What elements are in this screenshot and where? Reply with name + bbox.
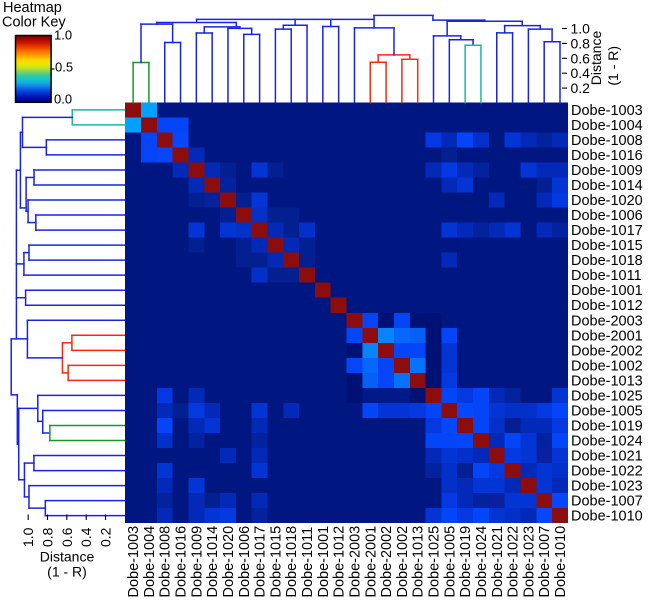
svg-text:0.0: 0.0 [54, 92, 72, 107]
svg-text:Dobe-1001: Dobe-1001 [316, 526, 332, 598]
svg-text:Dobe-1020: Dobe-1020 [571, 193, 643, 209]
svg-text:Color Key: Color Key [2, 15, 66, 31]
svg-text:Dobe-1011: Dobe-1011 [300, 527, 316, 598]
svg-text:Distance: Distance [588, 31, 604, 86]
svg-text:0.6: 0.6 [571, 50, 591, 66]
svg-text:Dobe-1014: Dobe-1014 [571, 178, 643, 194]
svg-text:Distance: Distance [40, 549, 95, 565]
svg-text:Dobe-1009: Dobe-1009 [189, 526, 205, 598]
svg-text:Dobe-1017: Dobe-1017 [571, 223, 643, 239]
svg-text:0.2: 0.2 [98, 527, 114, 547]
svg-text:Dobe-2001: Dobe-2001 [363, 526, 379, 598]
svg-text:Dobe-1025: Dobe-1025 [427, 526, 443, 598]
svg-text:0.4: 0.4 [571, 65, 591, 81]
svg-text:1.0: 1.0 [54, 28, 72, 43]
svg-text:Dobe-1023: Dobe-1023 [521, 526, 537, 598]
svg-text:Dobe-1001: Dobe-1001 [571, 283, 643, 299]
svg-text:(1 - R): (1 - R) [605, 46, 621, 86]
svg-text:1.0: 1.0 [20, 527, 36, 547]
svg-text:Dobe-1020: Dobe-1020 [221, 526, 237, 598]
svg-text:Dobe-1019: Dobe-1019 [458, 526, 474, 598]
svg-text:Dobe-1021: Dobe-1021 [571, 449, 643, 465]
svg-text:Dobe-1010: Dobe-1010 [571, 509, 643, 525]
svg-text:Dobe-1021: Dobe-1021 [490, 526, 506, 598]
svg-text:Dobe-1016: Dobe-1016 [571, 148, 643, 164]
svg-text:Dobe-1017: Dobe-1017 [253, 526, 269, 598]
svg-text:Heatmap: Heatmap [3, 0, 62, 16]
svg-text:Dobe-1014: Dobe-1014 [205, 526, 221, 598]
svg-text:Dobe-1004: Dobe-1004 [571, 118, 643, 134]
svg-text:0.4: 0.4 [78, 527, 94, 547]
svg-text:Dobe-1003: Dobe-1003 [126, 526, 142, 598]
svg-text:Dobe-1016: Dobe-1016 [174, 526, 190, 598]
svg-text:Dobe-1005: Dobe-1005 [571, 404, 643, 420]
svg-text:0.2: 0.2 [571, 80, 591, 96]
svg-text:Dobe-1007: Dobe-1007 [571, 494, 643, 510]
svg-text:Dobe-2003: Dobe-2003 [571, 313, 643, 329]
svg-text:Dobe-1012: Dobe-1012 [571, 298, 643, 314]
svg-text:Dobe-1018: Dobe-1018 [284, 526, 300, 598]
svg-text:(1 - R): (1 - R) [47, 564, 87, 580]
svg-text:Dobe-1006: Dobe-1006 [571, 208, 643, 224]
svg-text:Dobe-1010: Dobe-1010 [553, 526, 569, 598]
svg-text:Dobe-1011: Dobe-1011 [571, 268, 642, 284]
svg-text:Dobe-1023: Dobe-1023 [571, 479, 643, 495]
svg-text:0.6: 0.6 [59, 527, 75, 547]
svg-text:Dobe-1022: Dobe-1022 [571, 464, 643, 480]
svg-text:Dobe-1002: Dobe-1002 [395, 526, 411, 598]
svg-text:Dobe-1002: Dobe-1002 [571, 358, 643, 374]
svg-text:Dobe-1024: Dobe-1024 [474, 526, 490, 598]
svg-text:Dobe-2001: Dobe-2001 [571, 328, 643, 344]
svg-text:Dobe-1015: Dobe-1015 [268, 526, 284, 598]
svg-text:Dobe-1006: Dobe-1006 [237, 526, 253, 598]
svg-text:Dobe-1005: Dobe-1005 [442, 526, 458, 598]
svg-text:Dobe-2002: Dobe-2002 [571, 343, 643, 359]
svg-text:Dobe-1024: Dobe-1024 [571, 434, 643, 450]
svg-text:Dobe-1013: Dobe-1013 [411, 526, 427, 598]
svg-text:Dobe-1007: Dobe-1007 [537, 526, 553, 598]
svg-text:Dobe-1003: Dobe-1003 [571, 103, 643, 119]
svg-text:0.8: 0.8 [40, 527, 56, 547]
svg-text:0.8: 0.8 [571, 35, 591, 51]
svg-text:Dobe-1013: Dobe-1013 [571, 373, 643, 389]
svg-text:Dobe-2003: Dobe-2003 [348, 526, 364, 598]
svg-text:Dobe-1012: Dobe-1012 [332, 526, 348, 598]
svg-text:Dobe-1018: Dobe-1018 [571, 253, 643, 269]
svg-text:Dobe-1009: Dobe-1009 [571, 163, 643, 179]
svg-text:1.0: 1.0 [571, 21, 591, 37]
svg-text:Dobe-1025: Dobe-1025 [571, 388, 643, 404]
svg-text:Dobe-1015: Dobe-1015 [571, 238, 643, 254]
svg-text:Dobe-1008: Dobe-1008 [158, 526, 174, 598]
svg-text:Dobe-1004: Dobe-1004 [142, 526, 158, 598]
svg-text:Dobe-1022: Dobe-1022 [506, 526, 522, 598]
svg-text:Dobe-2002: Dobe-2002 [379, 526, 395, 598]
svg-text:0.5: 0.5 [55, 60, 73, 75]
svg-text:Dobe-1019: Dobe-1019 [571, 419, 643, 435]
svg-text:Dobe-1008: Dobe-1008 [571, 133, 643, 149]
